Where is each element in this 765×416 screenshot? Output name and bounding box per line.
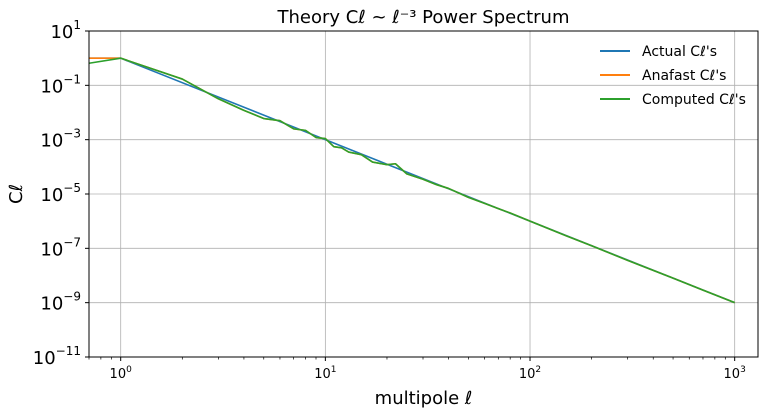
y-tick-label: 10−11 [33, 344, 81, 369]
y-tick-label: 10−7 [40, 235, 81, 260]
legend-label-0: Actual Cℓ's [642, 44, 717, 60]
legend-label-1: Anafast Cℓ's [642, 68, 726, 84]
y-ticks: 10−11 10−9 10−7 10−5 10−3 10−1 101 [33, 18, 89, 369]
x-tick-label: 102 [519, 365, 541, 382]
chart-title: Theory Cℓ ~ ℓ⁻³ Power Spectrum [276, 7, 569, 28]
x-tick-label: 100 [110, 365, 133, 382]
y-axis-title: Cℓ [6, 184, 27, 204]
series-layer [88, 57, 735, 304]
x-tick-label: 103 [724, 365, 746, 382]
y-tick-label: 10−9 [40, 290, 81, 315]
y-tick-label: 101 [50, 18, 81, 43]
series-line-2 [88, 57, 735, 304]
x-axis-title: multipole ℓ [375, 388, 473, 409]
y-tick-label: 10−1 [40, 72, 81, 97]
y-tick-label: 10−5 [40, 181, 81, 206]
y-tick-label: 10−3 [40, 127, 81, 152]
legend-label-2: Computed Cℓ's [642, 92, 746, 108]
x-tick-label: 101 [314, 365, 336, 382]
x-ticks: 100 101 102 103 [88, 357, 746, 382]
legend: Actual Cℓ's Anafast Cℓ's Computed Cℓ's [600, 44, 746, 108]
